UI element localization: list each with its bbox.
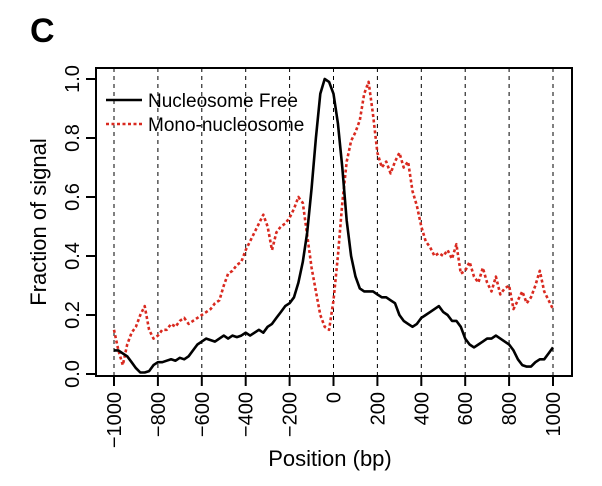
y-tick-label: 0.0 <box>62 360 84 388</box>
series-line <box>114 77 555 374</box>
x-tick-label: 1000 <box>543 392 565 437</box>
legend-label: Nucleosome Free <box>148 91 298 112</box>
y-tick-label: 0.2 <box>62 301 84 329</box>
x-tick-label: −200 <box>280 392 302 437</box>
x-tick-label: −400 <box>236 392 258 437</box>
y-tick-label: 0.4 <box>62 242 84 270</box>
x-tick-label: −600 <box>192 392 214 437</box>
y-axis-label: Fraction of signal <box>26 138 51 306</box>
y-tick-label: 0.8 <box>62 124 84 152</box>
x-tick-label: −800 <box>148 392 170 437</box>
y-tick-label: 1.0 <box>62 65 84 93</box>
x-tick-label: 800 <box>499 392 521 425</box>
y-axis: 0.0 0.2 0.4 0.6 0.8 1.0 <box>62 65 96 388</box>
grid-lines <box>113 68 554 376</box>
x-axis-label: Position (bp) <box>268 446 392 471</box>
x-tick-label: 400 <box>411 392 433 425</box>
legend-label: Mono-nucleosome <box>148 115 304 136</box>
x-tick-label: 600 <box>455 392 477 425</box>
series-layer <box>112 77 555 374</box>
y-tick-label: 0.6 <box>62 183 84 211</box>
x-axis: −1000 −800 −600 −400 −200 0 200 400 600 800 1000 <box>104 376 565 448</box>
x-tick-label: 0 <box>324 392 346 403</box>
legend: Nucleosome Free Mono-nucleosome <box>106 91 304 136</box>
x-tick-label: −1000 <box>104 392 126 448</box>
x-tick-label: 200 <box>367 392 389 425</box>
panel-label: C <box>30 12 55 50</box>
